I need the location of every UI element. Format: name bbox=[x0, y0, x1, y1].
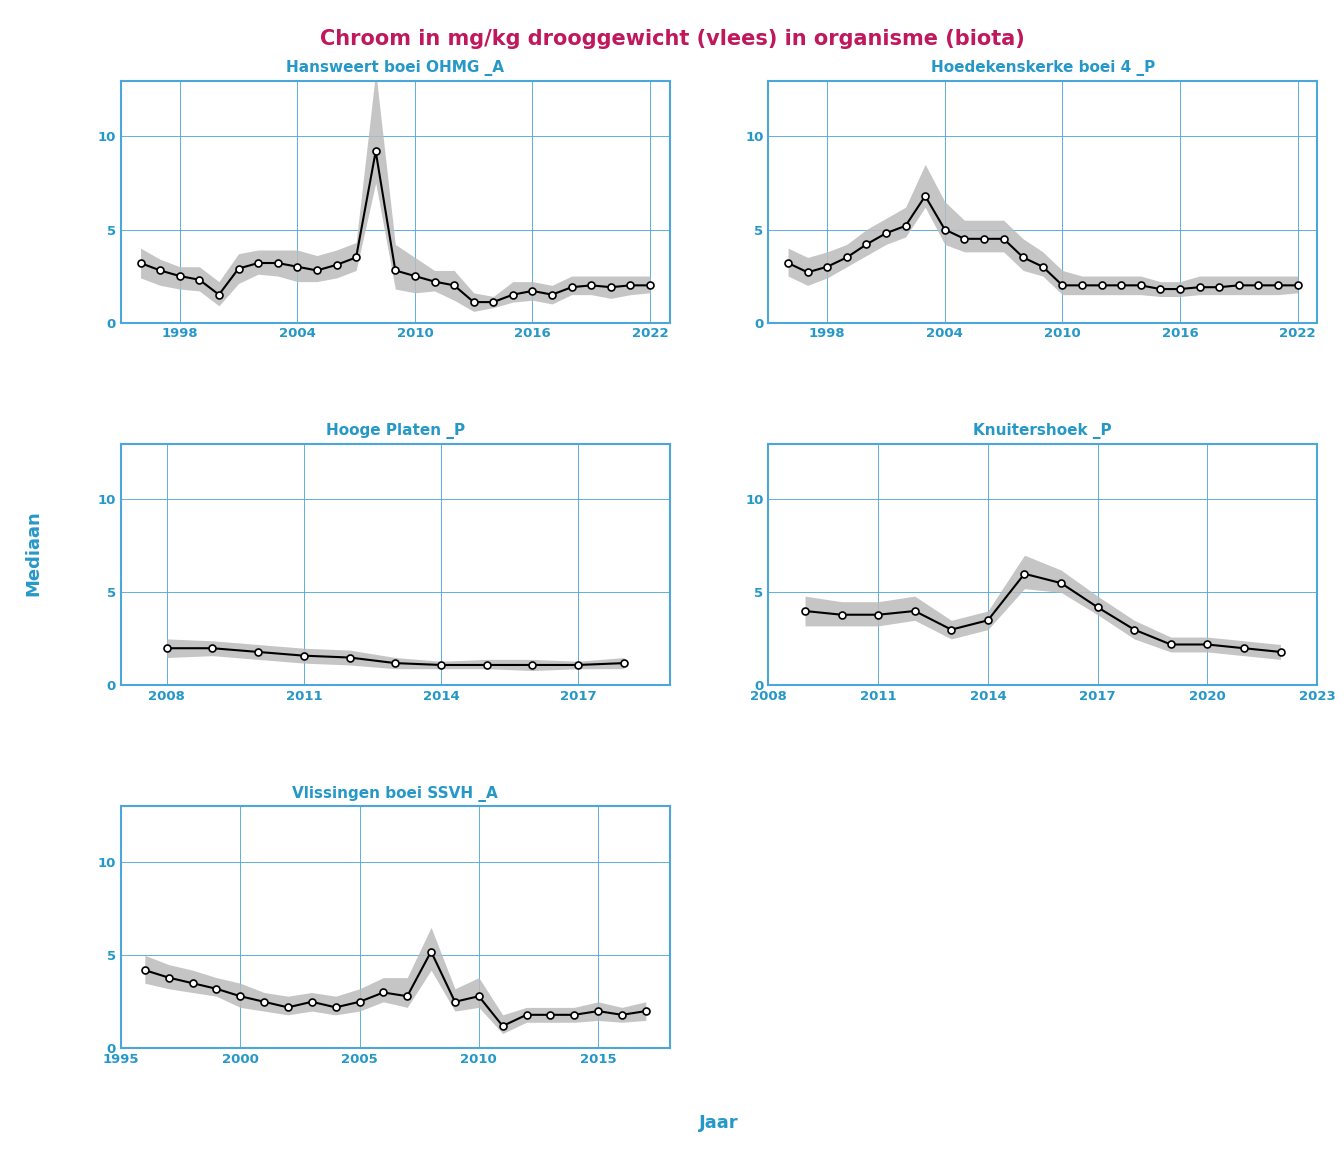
Text: Chroom in mg/kg drooggewicht (vlees) in organisme (biota): Chroom in mg/kg drooggewicht (vlees) in … bbox=[320, 29, 1024, 48]
Title: Hansweert boei OHMG _A: Hansweert boei OHMG _A bbox=[286, 60, 504, 76]
Text: Jaar: Jaar bbox=[699, 1114, 739, 1132]
Title: Knuitershoek _P: Knuitershoek _P bbox=[973, 423, 1111, 439]
Text: Mediaan: Mediaan bbox=[24, 510, 43, 596]
Title: Hoedekenskerke boei 4 _P: Hoedekenskerke boei 4 _P bbox=[930, 60, 1154, 76]
Title: Vlissingen boei SSVH _A: Vlissingen boei SSVH _A bbox=[293, 786, 499, 802]
Title: Hooge Platen _P: Hooge Platen _P bbox=[325, 423, 465, 439]
